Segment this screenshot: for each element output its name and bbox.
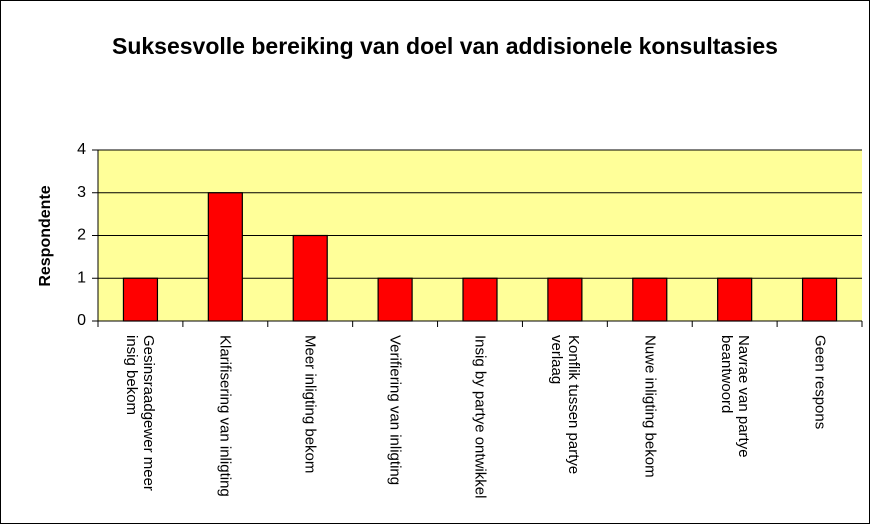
bar [377, 277, 413, 322]
bar [292, 234, 328, 322]
bar [801, 277, 838, 322]
x-tick-label: Insig by partye ontwikkel [471, 335, 489, 499]
x-tick-label: Nuwe inligting bekom [641, 335, 659, 478]
x-tick-label: Geen respons [811, 335, 829, 430]
bar [717, 277, 753, 322]
bar [207, 192, 243, 322]
y-tick-label: 2 [77, 227, 86, 244]
x-tick-label: Gesinsraadgewer meer insig bekom [123, 335, 158, 491]
x-tick-label: Meer inligting bekom [301, 335, 319, 474]
bar [547, 277, 583, 322]
x-tick-label: Navrae van partye beantwoord [717, 335, 752, 458]
x-tick-label: Konflik tussen partye verlaag [547, 335, 582, 475]
y-tick-label: 4 [77, 141, 86, 158]
bar [632, 277, 668, 322]
bar [462, 277, 498, 322]
y-axis-title: Respondente [37, 185, 54, 286]
y-tick-label: 3 [77, 184, 86, 201]
y-tick-label: 1 [77, 269, 86, 286]
x-tick-label: Klarifisering van inligting [216, 335, 234, 497]
bar [122, 277, 159, 322]
chart-title: Suksesvolle bereiking van doel van addis… [112, 33, 778, 59]
x-tick-label: Verifiering van inligting [386, 335, 404, 486]
y-tick-label: 0 [77, 312, 86, 329]
